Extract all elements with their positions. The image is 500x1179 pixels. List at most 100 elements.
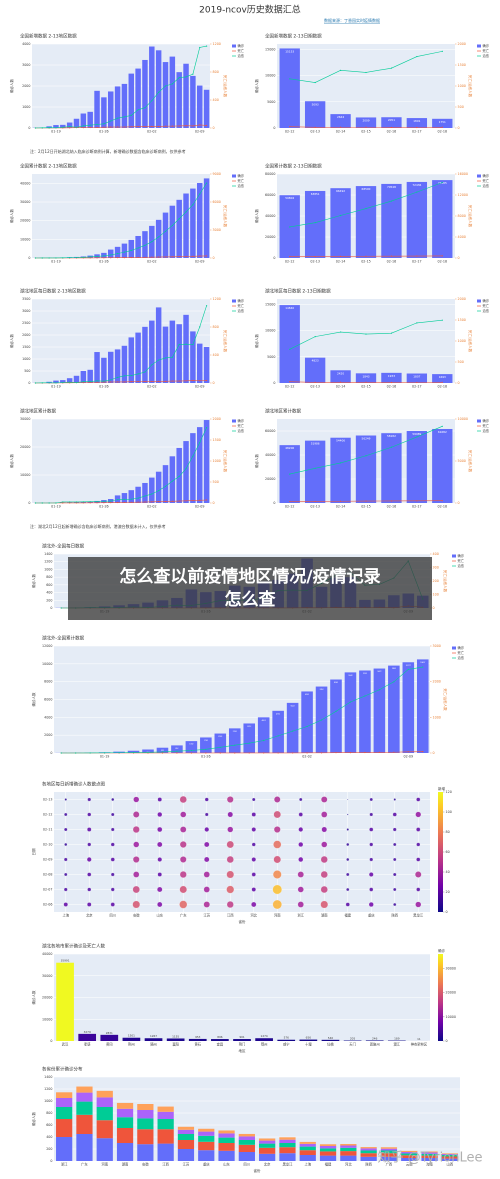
line-point	[365, 455, 367, 457]
bar-segment	[279, 1139, 296, 1143]
x-tick-label: 重庆	[203, 1162, 210, 1167]
bubble	[157, 826, 163, 833]
data-label: 2831	[106, 1031, 113, 1035]
note: 注：2月12日开始湖北纳入临床诊断病例计算，新增确诊数据含临床诊断病例，仅供参考	[30, 148, 186, 154]
y2-tick-label: 800	[213, 325, 219, 329]
bubble	[369, 797, 373, 802]
colorbar-tick-label: 0	[446, 1039, 448, 1043]
bubble	[204, 841, 210, 848]
line-point	[103, 381, 105, 383]
x-tick-label: 01-19	[51, 130, 61, 134]
bar-segment	[116, 1102, 134, 1109]
y2-tick-label: 1000	[458, 84, 466, 88]
bar	[66, 378, 73, 383]
bubble	[226, 856, 234, 863]
y-tick-label: 4000	[22, 42, 30, 46]
line-point	[130, 374, 132, 377]
bubble	[298, 857, 304, 862]
line-point	[185, 500, 187, 502]
bar-segment	[360, 1153, 377, 1157]
line-point	[320, 752, 323, 754]
bar-segment	[340, 1144, 357, 1146]
bar-segment	[96, 1138, 113, 1161]
line-point	[441, 181, 443, 184]
source-link[interactable]: 数据来源：丁香园实时疫情数据	[324, 17, 380, 23]
line-point	[116, 501, 119, 504]
y2-tick-label: 12000	[458, 193, 469, 197]
line-point	[416, 322, 418, 324]
bar	[381, 433, 402, 503]
line-point	[116, 117, 119, 119]
bar	[162, 62, 169, 129]
line-point	[89, 257, 91, 259]
chart-title: 各省份累计确诊分布	[42, 1066, 83, 1073]
line-point	[116, 253, 119, 255]
bubble	[87, 812, 92, 817]
bubble	[226, 901, 234, 908]
line-point	[96, 501, 98, 503]
data-label: 852	[175, 748, 178, 750]
bar	[142, 326, 148, 383]
data-label: 14	[60, 755, 62, 757]
line-point	[144, 371, 146, 373]
colorbar	[438, 792, 443, 912]
bar	[53, 380, 59, 383]
x-tick-label: 02-17	[412, 385, 422, 389]
bar-segment	[319, 1155, 337, 1161]
x-tick-label: 01-26	[99, 260, 109, 264]
line-point	[69, 126, 71, 128]
line-point	[161, 752, 164, 754]
bar	[101, 97, 107, 128]
line-point	[205, 752, 207, 754]
bar-segment	[96, 1120, 113, 1139]
bubble	[393, 887, 397, 892]
bubble	[251, 887, 256, 892]
bar-segment	[340, 1147, 357, 1152]
colorbar-tick-label: 20000	[446, 991, 457, 995]
x-tick-label: 02-18	[437, 130, 447, 134]
line-point	[130, 114, 132, 116]
line-point	[82, 256, 84, 258]
data-label: 59989	[412, 432, 421, 436]
y-tick-label: 15000	[265, 302, 276, 306]
bar	[183, 441, 189, 503]
line-point	[277, 752, 279, 754]
bubble	[87, 842, 92, 847]
bar-segment	[198, 1131, 215, 1136]
bar	[162, 465, 169, 503]
x-tick-label: 陕西	[365, 1162, 372, 1167]
line-point	[55, 127, 57, 129]
line-point	[103, 126, 105, 128]
line-point	[314, 381, 316, 383]
x-tick-label: 咸宁	[283, 1042, 290, 1047]
line-point	[151, 501, 153, 503]
y2-tick-label: 400	[213, 353, 219, 357]
data-label: 4002	[262, 720, 266, 722]
bar-segment	[177, 1129, 195, 1134]
line-series	[35, 305, 207, 384]
line-point	[416, 191, 418, 193]
line-point	[289, 381, 291, 383]
line-point	[62, 126, 64, 128]
x-tick-label: 02-02	[302, 755, 312, 759]
data-label: 189	[394, 1037, 400, 1041]
bubble	[204, 797, 209, 802]
bubble	[180, 826, 187, 833]
bar-segment	[360, 1150, 377, 1154]
x-tick-label: 01-26	[99, 385, 109, 389]
bar	[60, 380, 66, 383]
data-label: 3279	[84, 1030, 91, 1034]
bubble	[416, 797, 421, 802]
y2-tick-label: 500	[213, 480, 219, 484]
line-point	[185, 125, 187, 127]
line-point	[103, 502, 105, 504]
x-tick-label: 02-16	[387, 385, 397, 389]
y2-tick-label: 0	[213, 501, 215, 505]
line-point	[110, 381, 112, 383]
bar-segment	[299, 1150, 316, 1155]
bubble	[252, 797, 256, 802]
line-point	[48, 127, 50, 129]
x-tick-label: 福建	[325, 1162, 332, 1167]
bar-segment	[238, 1136, 255, 1140]
bar	[149, 477, 155, 503]
